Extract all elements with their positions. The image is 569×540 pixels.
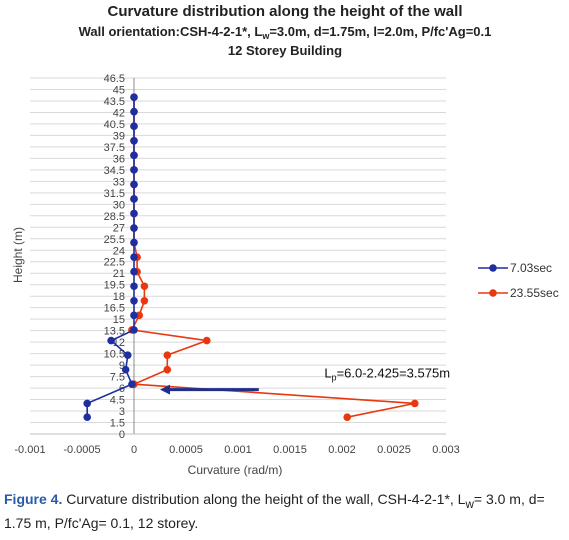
x-tick-labels: -0.001 -0.0005 0 0.0005 0.001 0.0015 0.002 0.00… [14, 444, 459, 456]
y-tick-label: 9 [119, 360, 125, 372]
y-tick-label: 30 [113, 199, 125, 211]
data-point [130, 209, 138, 218]
x-tick-label: 0.001 [224, 444, 252, 456]
legend-label: 7.03sec [510, 261, 552, 275]
data-point [411, 399, 419, 408]
data-point [107, 336, 115, 345]
series-layer [83, 93, 419, 421]
data-point [128, 380, 136, 389]
curvature-chart: Curvature distribution along the height … [11, 3, 559, 477]
y-tick-label: 22.5 [104, 257, 125, 269]
y-tick-labels: 01.534.567.5910.51213.51516.51819.52122.… [104, 73, 125, 441]
y-tick-label: 39 [113, 130, 125, 142]
x-tick-label: -0.001 [14, 444, 45, 456]
caption-text-pre: Curvature distribution along the height … [62, 491, 466, 507]
x-tick-label: 0.0015 [273, 444, 307, 456]
data-point [130, 136, 138, 145]
legend-label: 23.55sec [510, 286, 559, 300]
data-point [163, 351, 172, 359]
y-tick-label: 40.5 [104, 119, 125, 131]
y-tick-label: 4.5 [110, 395, 125, 407]
legend-entry: 7.03sec [478, 261, 552, 275]
caption-subscript: w [465, 497, 474, 511]
legend-entry: 23.55sec [478, 286, 559, 300]
data-point [140, 296, 149, 305]
y-tick-label: 7.5 [110, 372, 125, 384]
y-tick-label: 13.5 [104, 326, 125, 338]
data-point [130, 326, 138, 334]
lp-annotation: Lp=6.0-2.425=3.575m [324, 366, 450, 383]
y-tick-label: 15 [113, 314, 125, 326]
legend: 7.03sec 23.55sec [478, 261, 559, 300]
data-point [135, 311, 143, 320]
data-point [123, 351, 132, 359]
x-tick-label: 0 [131, 444, 137, 456]
data-point [130, 93, 138, 101]
y-tick-label: 12 [113, 337, 125, 349]
y-tick-label: 46.5 [104, 73, 125, 85]
chart-title: Curvature distribution along the height … [107, 3, 462, 20]
chart-subtitle-2: 12 Storey Building [228, 43, 342, 58]
legend-marker [489, 289, 497, 297]
data-point [130, 282, 138, 291]
y-tick-label: 27 [113, 222, 125, 234]
y-tick-label: 45 [113, 84, 125, 96]
data-point [130, 151, 138, 160]
data-point [130, 122, 138, 131]
y-tick-label: 28.5 [104, 211, 125, 223]
series-7.03sec [83, 93, 138, 421]
x-axis-label: Curvature (rad/m) [188, 463, 283, 477]
data-point [130, 195, 138, 203]
y-tick-label: 21 [113, 268, 125, 280]
y-tick-label: 43.5 [104, 96, 125, 108]
y-tick-label: 18 [113, 291, 125, 303]
data-point [140, 282, 149, 291]
data-point [130, 180, 138, 189]
y-tick-label: 25.5 [104, 234, 125, 246]
y-tick-label: 36 [113, 153, 125, 165]
figure-caption: Figure 4. Curvature distribution along t… [4, 490, 564, 533]
y-tick-label: 42 [113, 107, 125, 119]
caption-text-post: = 3.0 m, d= 1.75 m, P/fc'Ag= 0.1, 12 sto… [4, 491, 545, 531]
lp-arrow-head [160, 384, 170, 395]
data-point [130, 267, 138, 276]
x-tick-label: 0.0005 [169, 444, 203, 456]
figure-label: Figure 4. [4, 491, 63, 507]
legend-marker [489, 264, 497, 272]
data-point [130, 311, 138, 320]
data-point [203, 336, 211, 345]
y-tick-label: 24 [113, 245, 125, 257]
x-tick-label: -0.0005 [63, 444, 100, 456]
y-tick-label: 31.5 [104, 188, 125, 200]
data-point [163, 365, 172, 374]
y-tick-label: 3 [119, 406, 125, 418]
x-tick-label: 0.003 [432, 444, 460, 456]
x-tick-label: 0.0025 [377, 444, 411, 456]
plot-grid [30, 77, 446, 435]
chart-subtitle: Wall orientation:CSH-4-2-1*, Lw=3.0m, d=… [79, 24, 492, 41]
data-point [130, 238, 138, 247]
data-point [130, 166, 138, 174]
data-point [130, 107, 138, 116]
y-tick-label: 16.5 [104, 303, 125, 315]
y-tick-label: 33 [113, 176, 125, 188]
x-tick-label: 0.002 [328, 444, 356, 456]
data-point [83, 399, 91, 408]
data-point [130, 296, 138, 305]
annotation-layer: Lp=6.0-2.425=3.575m [160, 366, 450, 395]
y-tick-label: 37.5 [104, 142, 125, 154]
y-tick-label: 34.5 [104, 165, 125, 177]
y-tick-label: 0 [119, 429, 125, 441]
y-tick-label: 10.5 [104, 349, 125, 361]
data-point [130, 224, 138, 232]
y-axis-label: Height (m) [11, 227, 25, 283]
data-point [343, 413, 352, 421]
data-point [83, 413, 91, 421]
data-point [130, 253, 138, 261]
data-point [121, 365, 130, 374]
y-tick-label: 19.5 [104, 280, 125, 292]
y-tick-label: 1.5 [110, 418, 125, 430]
